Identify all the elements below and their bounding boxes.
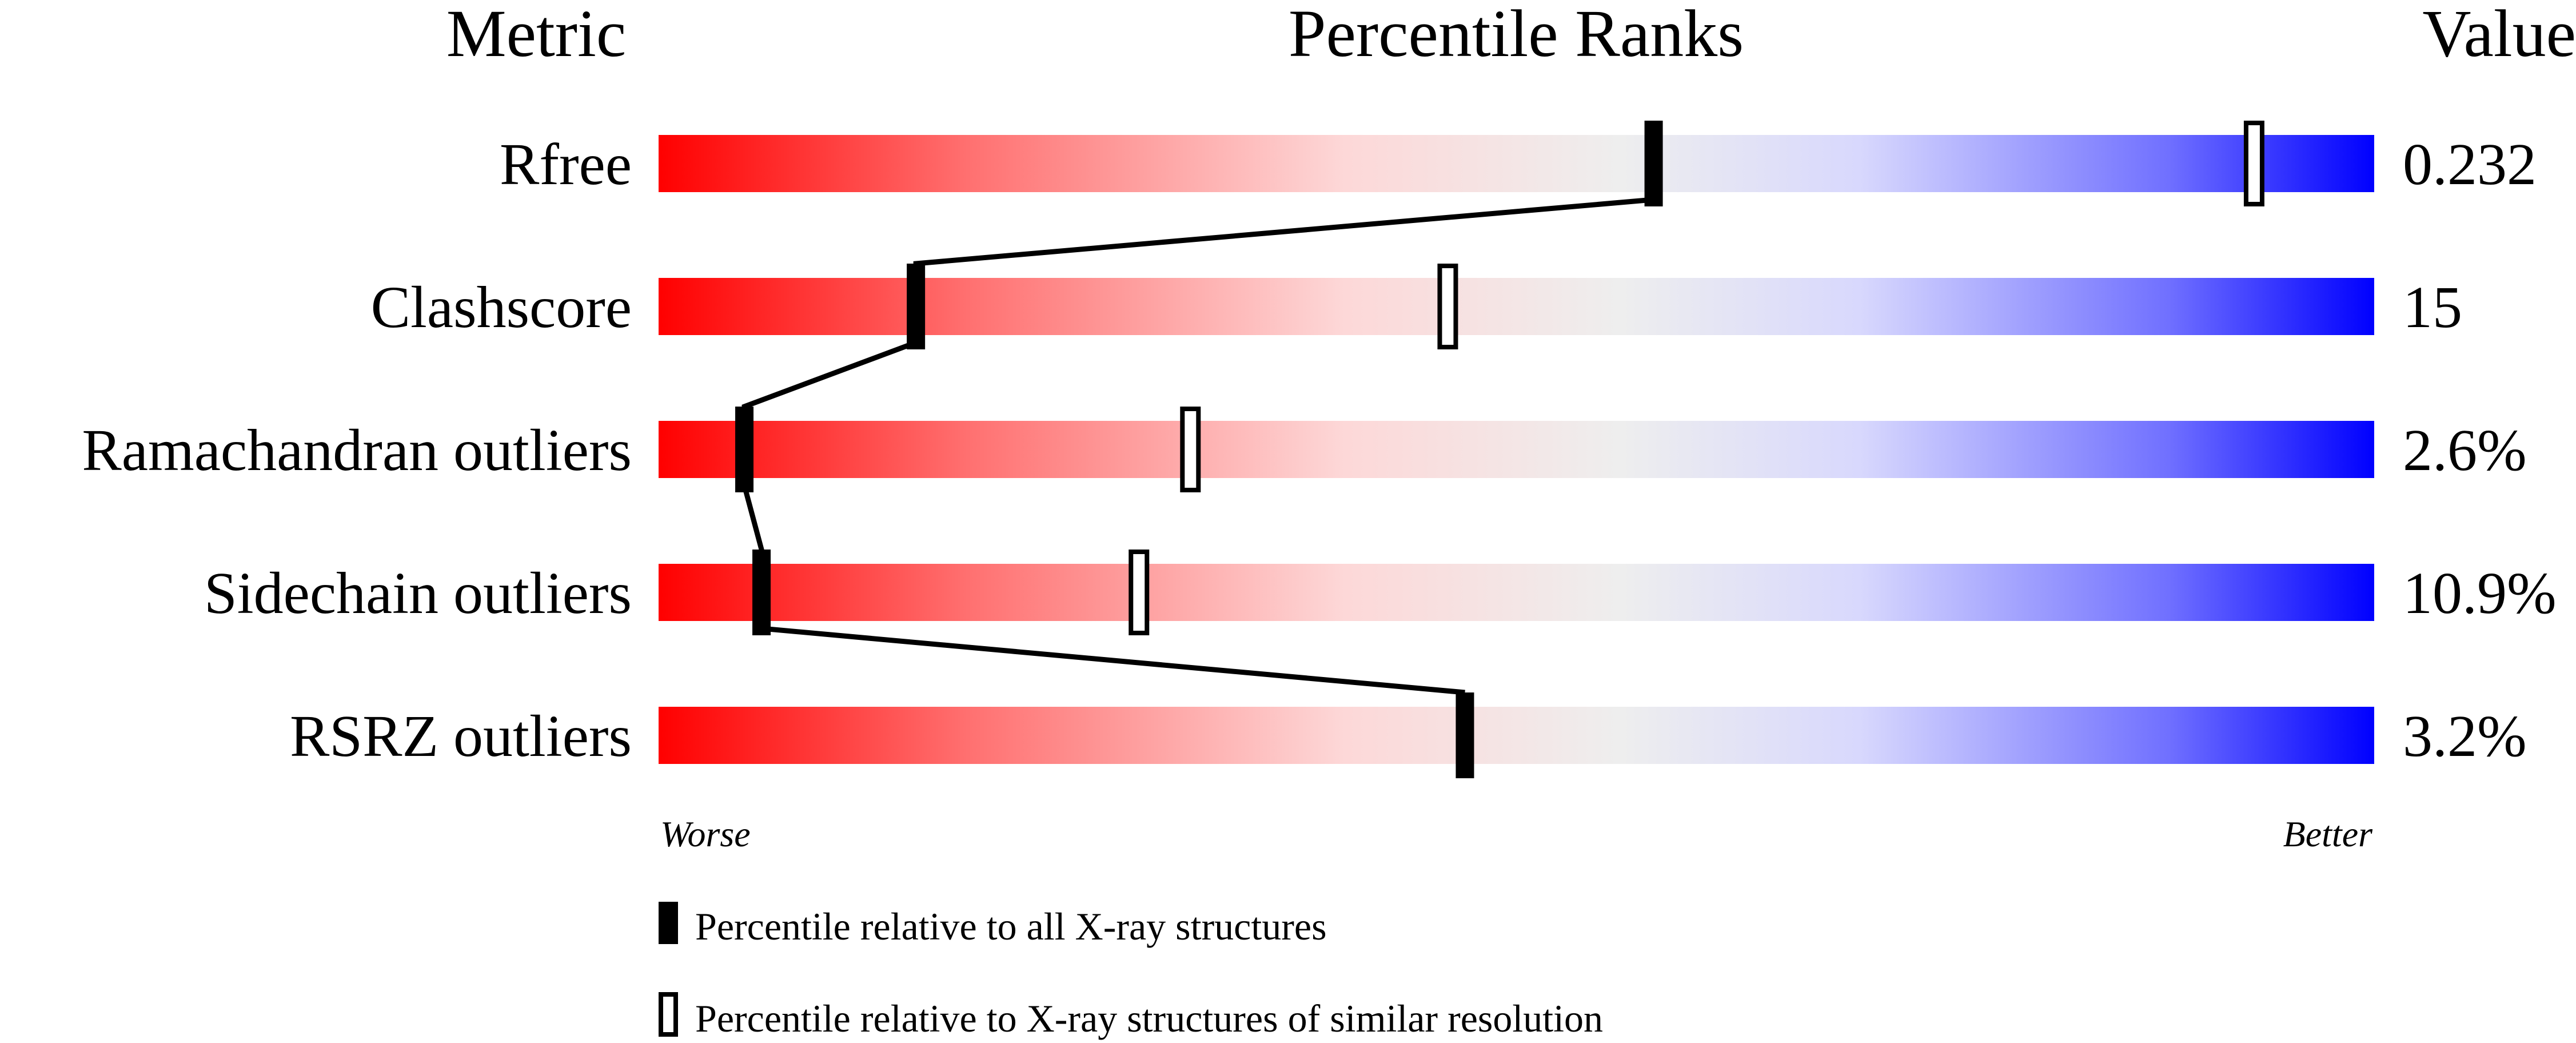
legend-open-marker-icon [659, 992, 678, 1037]
metric-label-rfree: Rfree [500, 132, 632, 197]
metric-label-sidechain-outliers: Sidechain outliers [204, 560, 632, 626]
legend-label-all: Percentile relative to all X-ray structu… [695, 905, 1327, 948]
metric-value-rsrz-outliers: 3.2% [2403, 703, 2527, 769]
similar-resolution-marker-rfree [2243, 121, 2264, 206]
all-structures-marker-rsrz-outliers [1456, 692, 1474, 778]
worse-label: Worse [660, 814, 751, 854]
bar-ramachandran-outliers [659, 421, 2374, 478]
metric-header: Metric [446, 0, 627, 71]
all-structures-marker-rfree [1644, 121, 1663, 206]
bar-clashscore [659, 278, 2374, 335]
all-structures-marker-clashscore [907, 264, 926, 349]
metric-label-rsrz-outliers: RSRZ outliers [290, 703, 632, 769]
bar-rfree [659, 135, 2374, 192]
all-structures-marker-ramachandran-outliers [735, 407, 754, 492]
metric-rows: Rfree 0.232 Clashscore 15 Ramachandran outli… [82, 132, 2556, 769]
percentile-ranks-header: Percentile Ranks [1289, 0, 1744, 71]
metric-value-rfree: 0.232 [2403, 132, 2537, 197]
similar-resolution-marker-clashscore [1437, 264, 1458, 349]
all-structures-marker-sidechain-outliers [752, 550, 771, 635]
better-label: Better [2283, 814, 2373, 854]
metric-label-clashscore: Clashscore [371, 274, 632, 340]
bar-sidechain-outliers [659, 564, 2374, 621]
bar-rsrz-outliers [659, 707, 2374, 764]
metric-value-ramachandran-outliers: 2.6% [2403, 417, 2527, 483]
metric-value-sidechain-outliers: 10.9% [2403, 560, 2557, 626]
value-header: Value [2422, 0, 2576, 71]
metric-value-clashscore: 15 [2403, 274, 2462, 340]
similar-resolution-marker-sidechain-outliers [1129, 550, 1150, 635]
similar-resolution-marker-ramachandran-outliers [1180, 407, 1201, 492]
legend-label-similar: Percentile relative to X-ray structures … [695, 997, 1603, 1040]
legend-filled-marker-icon [659, 902, 678, 944]
markers [735, 121, 2264, 778]
metric-label-ramachandran-outliers: Ramachandran outliers [82, 417, 632, 483]
